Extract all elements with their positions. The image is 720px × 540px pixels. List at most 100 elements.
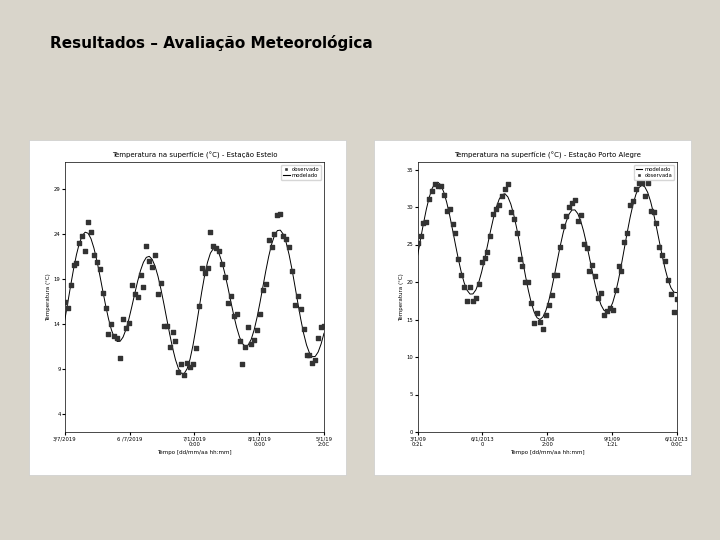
Point xyxy=(318,322,330,330)
Point xyxy=(575,211,587,219)
Point xyxy=(199,268,210,277)
Point xyxy=(283,242,294,251)
Point xyxy=(158,321,170,330)
Point xyxy=(508,214,519,223)
Point xyxy=(295,305,307,314)
Point xyxy=(651,219,662,227)
Point xyxy=(648,207,660,216)
Point xyxy=(196,264,207,272)
Point xyxy=(502,179,513,188)
Point xyxy=(237,360,248,368)
Point xyxy=(554,243,566,252)
Point xyxy=(639,192,651,200)
Point xyxy=(307,359,318,367)
Point xyxy=(170,336,181,345)
Point xyxy=(79,247,91,255)
Point xyxy=(487,210,499,219)
Point xyxy=(610,285,621,294)
Point xyxy=(479,253,490,262)
Point xyxy=(514,255,526,264)
Point xyxy=(85,228,96,237)
Point xyxy=(540,310,552,319)
Point xyxy=(280,234,292,243)
Point xyxy=(624,201,636,210)
Point xyxy=(593,293,604,302)
Point xyxy=(435,181,446,190)
Point xyxy=(485,232,496,241)
Point xyxy=(642,179,654,187)
Point xyxy=(97,289,109,298)
Point xyxy=(260,280,271,288)
Point xyxy=(109,332,120,341)
Point xyxy=(523,278,534,287)
Point xyxy=(618,238,630,246)
Point xyxy=(552,271,563,280)
Point xyxy=(129,290,140,299)
Point xyxy=(601,307,613,315)
Point xyxy=(531,309,543,318)
Point xyxy=(248,335,260,344)
Point xyxy=(607,306,618,314)
Point xyxy=(202,264,213,272)
Point xyxy=(447,219,459,228)
Point xyxy=(251,326,263,335)
Point xyxy=(616,267,627,275)
Point xyxy=(630,185,642,194)
Point xyxy=(563,202,575,211)
Point xyxy=(459,282,470,291)
Point xyxy=(103,330,114,339)
Point xyxy=(146,263,158,272)
Point xyxy=(549,271,560,279)
Legend: observado, modelado: observado, modelado xyxy=(281,165,321,180)
Point xyxy=(289,301,301,309)
Point xyxy=(665,289,677,298)
Point xyxy=(222,299,234,307)
Point xyxy=(138,282,149,291)
Point xyxy=(88,251,99,259)
Point xyxy=(117,315,129,323)
Point xyxy=(173,368,184,376)
Point xyxy=(149,250,161,259)
Point xyxy=(246,339,257,348)
Point xyxy=(418,219,429,227)
Point xyxy=(120,323,132,332)
Point xyxy=(161,322,173,330)
Point xyxy=(668,307,680,316)
Point xyxy=(654,243,665,252)
Point xyxy=(537,325,549,333)
Point xyxy=(91,258,102,267)
Point xyxy=(71,259,82,267)
X-axis label: Tempo [dd/mm/aa hh:mm]: Tempo [dd/mm/aa hh:mm] xyxy=(157,450,232,455)
Point xyxy=(493,200,505,209)
Point xyxy=(82,218,94,227)
Y-axis label: Temperatura (°C): Temperatura (°C) xyxy=(399,273,404,321)
Point xyxy=(566,198,577,207)
Point xyxy=(204,228,216,237)
Point xyxy=(155,279,166,288)
Point xyxy=(140,242,152,251)
Text: Resultados – Avaliação Meteorológica: Resultados – Avaliação Meteorológica xyxy=(50,35,373,51)
Point xyxy=(176,360,187,368)
Point xyxy=(604,304,616,313)
Point xyxy=(123,319,135,328)
Point xyxy=(415,232,426,241)
Point xyxy=(633,179,644,187)
Point xyxy=(243,322,254,331)
Point xyxy=(234,337,246,346)
Point xyxy=(254,310,266,319)
Point xyxy=(528,319,540,327)
Point xyxy=(587,260,598,269)
Point xyxy=(287,267,298,275)
Point xyxy=(505,208,516,217)
Point xyxy=(143,256,155,265)
Point xyxy=(546,291,557,299)
Point xyxy=(496,192,508,200)
Point xyxy=(543,301,554,309)
Title: Temperatura na superfície (°C) - Estação Porto Alegre: Temperatura na superfície (°C) - Estação… xyxy=(454,152,641,159)
Point xyxy=(65,281,76,289)
Point xyxy=(225,292,237,300)
Point xyxy=(490,204,502,213)
Point xyxy=(240,343,251,352)
Point xyxy=(231,310,243,319)
Point xyxy=(193,302,204,310)
